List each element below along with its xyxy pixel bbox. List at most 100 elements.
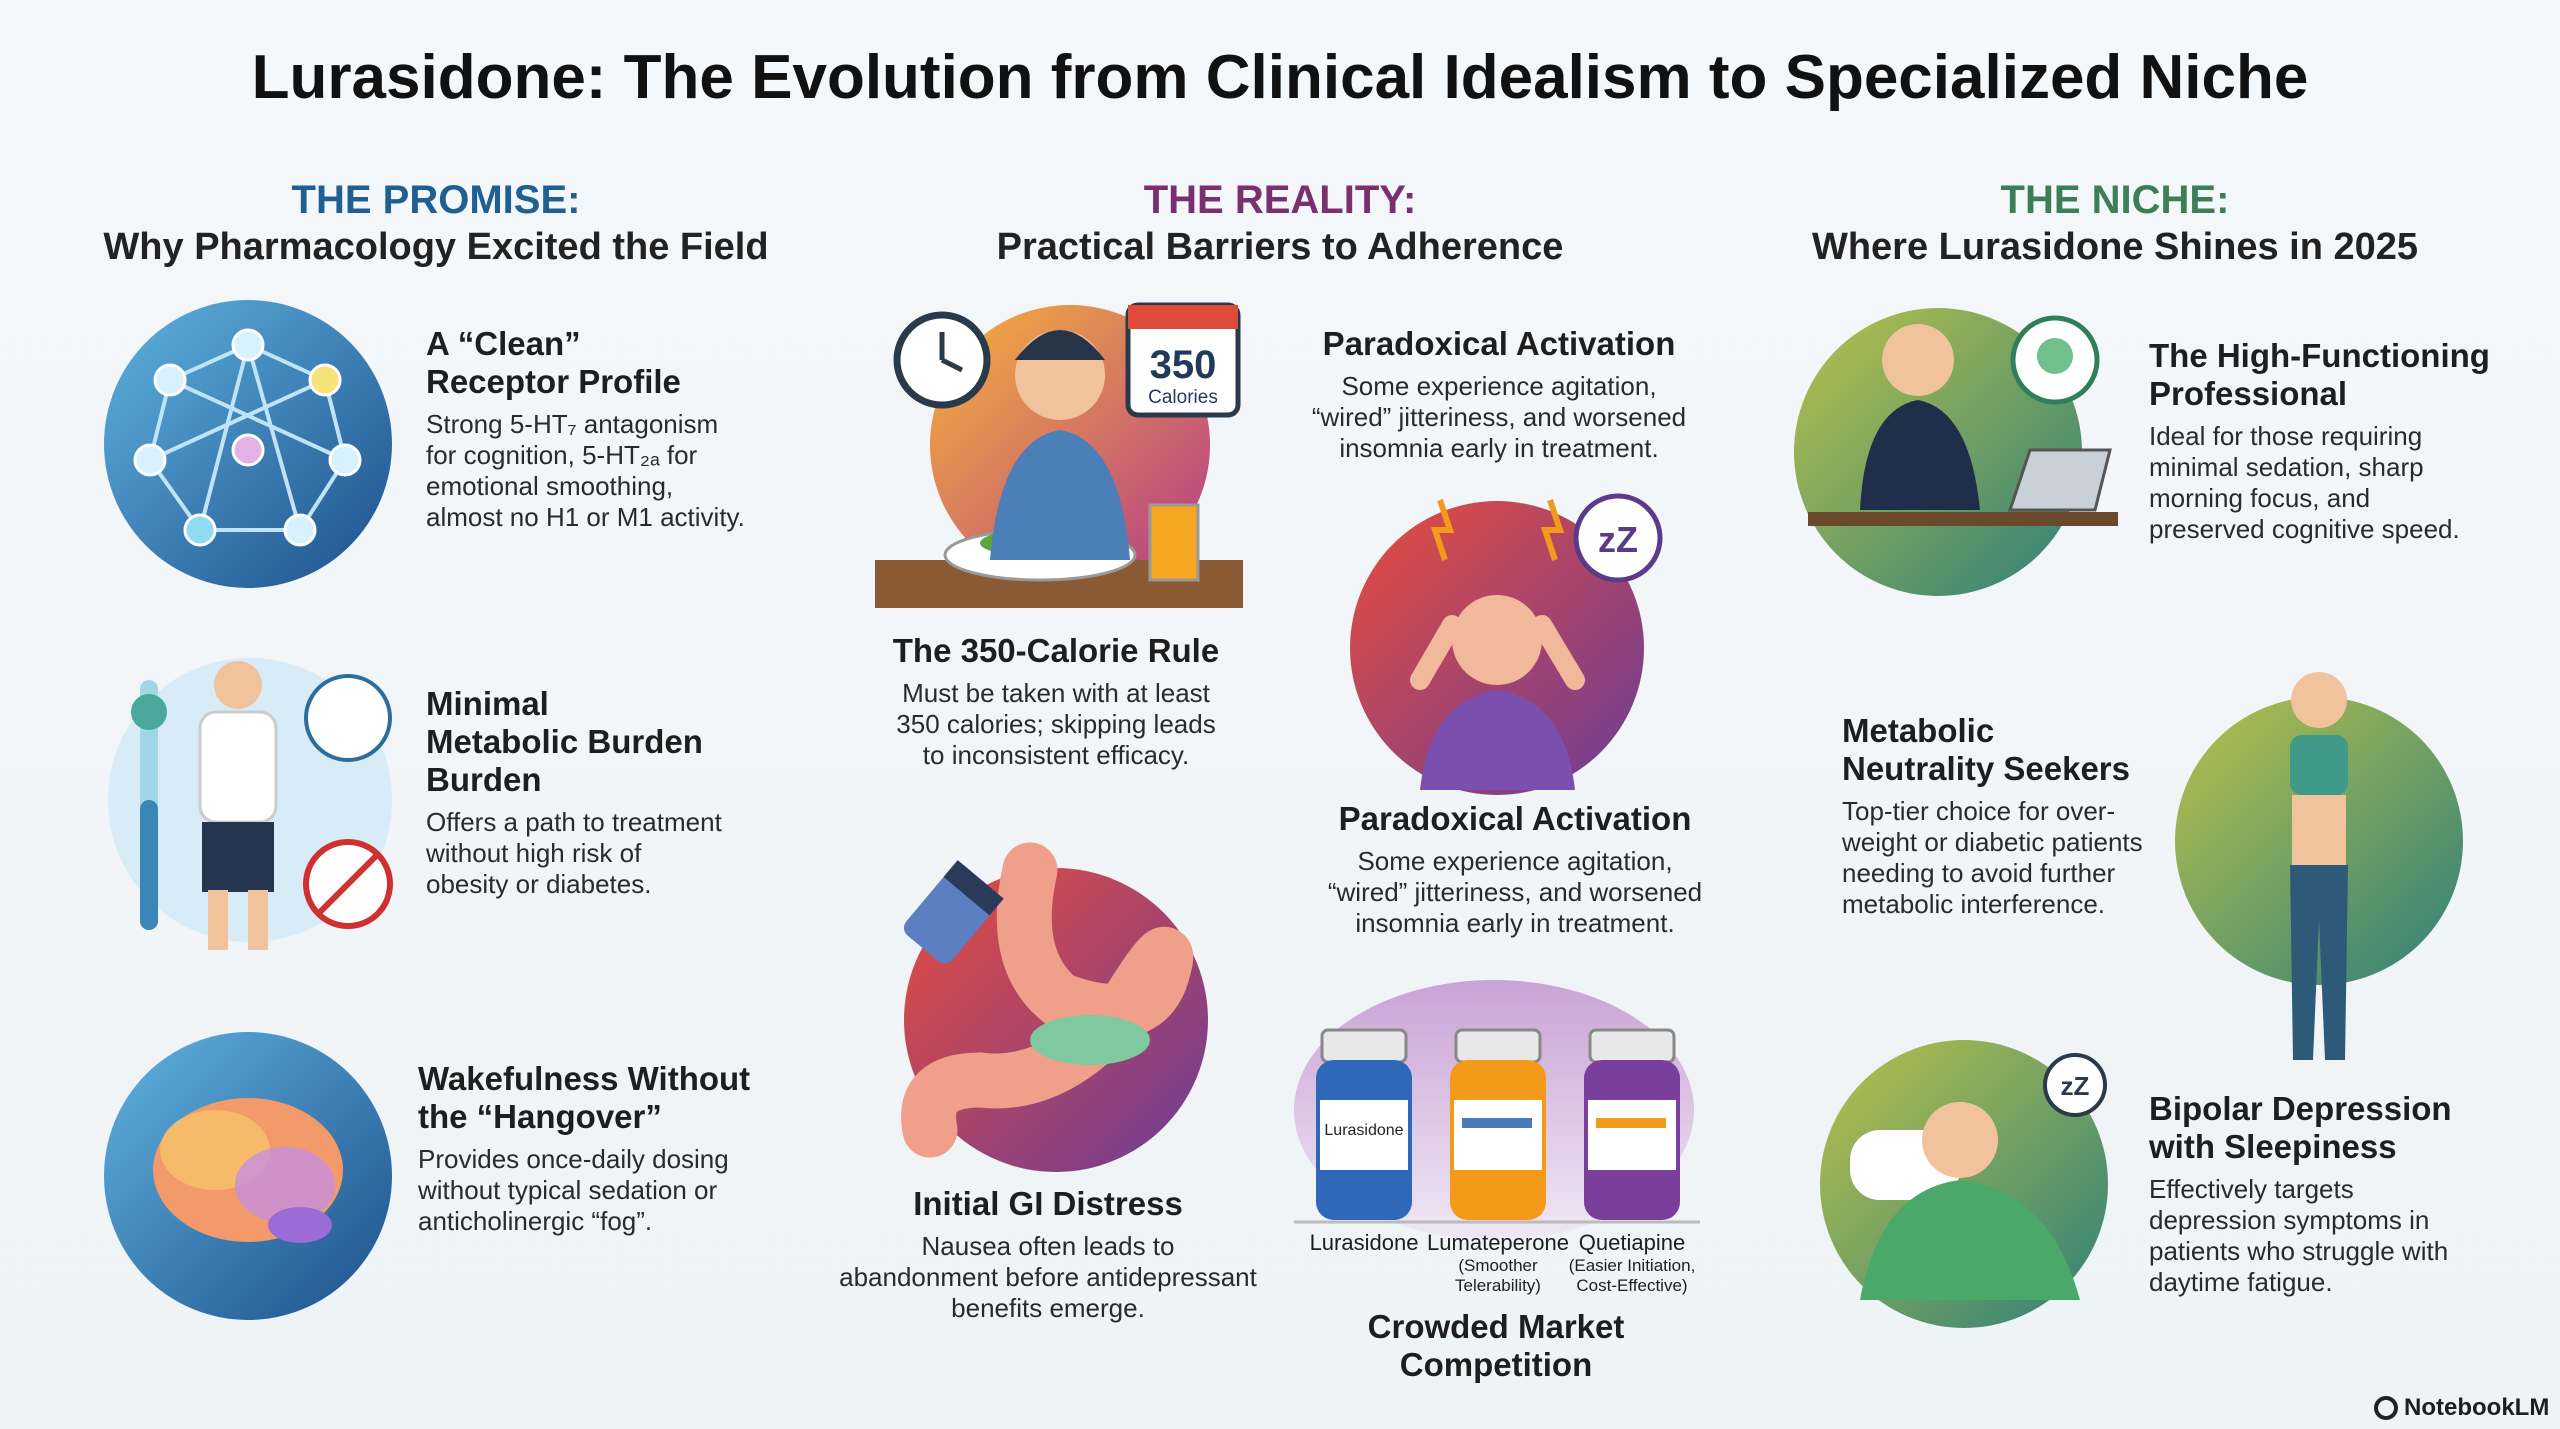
stress-icon: zZ [1350,493,1663,795]
item: A “Clean” Receptor Profile Strong 5-HT₇ an… [426,325,1126,533]
column-heading: THE NICHE: [2000,178,2230,222]
item-body-line: Offers a path to treatment [426,807,722,837]
bottle-note: (Smoother [1458,1256,1538,1275]
bottle-note: Telerability) [1455,1276,1541,1295]
item-body-line: patients who struggle with [2149,1236,2449,1266]
item-title: Paradoxical Activation [1338,800,1692,837]
item-body-line: daytime fatigue. [2149,1267,2333,1297]
item-title: Receptor Profile [426,363,681,400]
brand: NotebookLM [2404,1394,2550,1421]
calendar-number: 350 [1150,343,1217,387]
item-body-line: obesity or diabetes. [426,869,652,899]
item-body: Offers a path to treatment without high r… [426,807,1126,900]
item-body-line: preserved cognitive speed. [2149,514,2460,544]
item-title: Metabolic Burden [426,723,703,760]
svg-text:zZ: zZ [1598,519,1638,560]
item: Bipolar Depression with Sleepiness Effecti… [2149,1090,2560,1298]
item-body-line: to inconsistent efficacy. [922,740,1190,770]
item: Paradoxical Activation Some experience ag… [1149,325,1849,464]
item-body-line: Ideal for those requiring [2149,421,2423,451]
item-body-line: depression symptoms in [2149,1205,2430,1235]
bottle-name: Quetiapine [1578,1230,1686,1255]
item: Paradoxical Activation Some experience ag… [1165,800,1865,939]
item-body: Some experience agitation, “wired” jitter… [1165,846,1865,939]
metabolic-figure-icon [2175,672,2463,1060]
bottle-note: Cost-Effective) [1576,1276,1688,1295]
item-body-line: Must be taken with at least [902,678,1210,708]
item-title: Wakefulness Without [418,1060,751,1097]
item-title: Neutrality Seekers [1842,750,2130,787]
column-subheading: Where Lurasidone Shines in 2025 [1811,226,2419,268]
item-title: The High-Functioning [2149,337,2490,374]
item-body-line: metabolic interference. [1842,889,2106,919]
item-title: the “Hangover” [418,1098,662,1135]
item-body-line: “wired” jitteriness, and worsened [1327,877,1703,907]
professional-icon [1794,308,2118,596]
column-heading: THE PROMISE: [291,178,581,222]
bottle-caption: Lumateperone (Smoother Telerability) [1388,1230,1608,1296]
sleepy-icon: zZ [1820,1040,2108,1328]
item: The High-Functioning Professional Ideal fo… [2149,337,2560,545]
item-title: Competition [1399,1346,1593,1383]
item-body-line: Provides once-daily dosing [418,1144,729,1174]
item-body-line: insomnia early in treatment. [1339,433,1659,463]
brand-icon [2374,1396,2398,1420]
item-title: The 350-Calorie Rule [892,632,1220,669]
item-body-line: Strong 5-HT₇ antagonism [426,409,719,439]
item-body: Nausea often leads to abandonment before … [698,1231,1398,1324]
item-body: Strong 5-HT₇ antagonism for cognition, 5-… [426,409,1126,533]
item-title: with Sleepiness [2149,1128,2397,1165]
item-body: Some experience agitation, “wired” jitter… [1149,371,1849,464]
bottle-name: Lurasidone [1309,1230,1419,1255]
item: Metabolic Neutrality Seekers Top-tier choi… [1842,712,2542,920]
item: Crowded Market Competition [1146,1308,1846,1392]
item: Initial GI Distress Nausea often leads to… [698,1185,1398,1324]
column-heading: THE REALITY: [1143,178,1417,222]
svg-text:zZ: zZ [2061,1071,2090,1101]
meal-icon: 350 Calories [875,302,1243,608]
item-body-line: morning focus, and [2149,483,2371,513]
item-body-line: Top-tier choice for over- [1842,796,2116,826]
item-body-line: abandonment before antidepressant [839,1262,1257,1292]
item-body-line: Effectively targets [2149,1174,2354,1204]
item-body-line: Nausea often leads to [921,1231,1175,1261]
item-body: Provides once-daily dosing without typica… [418,1144,1118,1237]
item-body-line: almost no H1 or M1 activity. [426,502,745,532]
item-body-line: benefits emerge. [951,1293,1145,1323]
item-body-line: insomnia early in treatment. [1355,908,1675,938]
item-body: Ideal for those requiring minimal sedatio… [2149,421,2560,545]
item-body-line: emotional smoothing, [426,471,674,501]
bottle-name: Lumateperone [1427,1230,1569,1255]
calendar-unit: Calories [1148,387,1218,408]
bottle-label: Lurasidone [1324,1122,1403,1139]
item-title: Bipolar Depression [2149,1090,2452,1127]
bottle-caption: Lurasidone [1254,1230,1474,1256]
item-body: Top-tier choice for over-weight or diabe… [1842,796,2542,920]
item-title: Professional [2149,375,2348,412]
item-body: Must be taken with at least 350 calories;… [706,678,1406,771]
item-body-line: needing to avoid further [1842,858,2116,888]
item-title: A “Clean” [426,325,581,362]
item-body-line: minimal sedation, sharp [2149,452,2424,482]
item-title: Minimal [426,685,549,722]
bottle-note: (Easier Initiation, [1568,1256,1696,1275]
page-title: Lurasidone: The Evolution from Clinical … [251,43,2309,112]
item: The 350-Calorie Rule Must be taken with a… [706,632,1406,771]
column-subheading: Why Pharmacology Excited the Field [103,226,769,268]
item-title: Crowded Market [1367,1308,1625,1345]
item-body-line: anticholinergic “fog”. [418,1206,653,1236]
item-body-line: for cognition, 5-HT₂ₐ for [426,440,698,470]
item-body-line: “wired” jitteriness, and worsened [1311,402,1687,432]
item-body-line: Some experience agitation, [1341,371,1657,401]
column-subheading: Practical Barriers to Adherence [996,226,1564,268]
item-body-line: 350 calories; skipping leads [896,709,1216,739]
item-title: Metabolic [1842,712,1995,749]
receptor-network-icon [104,300,392,588]
stomach-icon [901,842,1208,1172]
bottles-icon: Lurasidone [1294,980,1700,1240]
item-body-line: without typical sedation or [418,1175,718,1205]
item-body-line: weight or diabetic patients [1842,827,2143,857]
item-body-line: without high risk of [426,838,642,868]
